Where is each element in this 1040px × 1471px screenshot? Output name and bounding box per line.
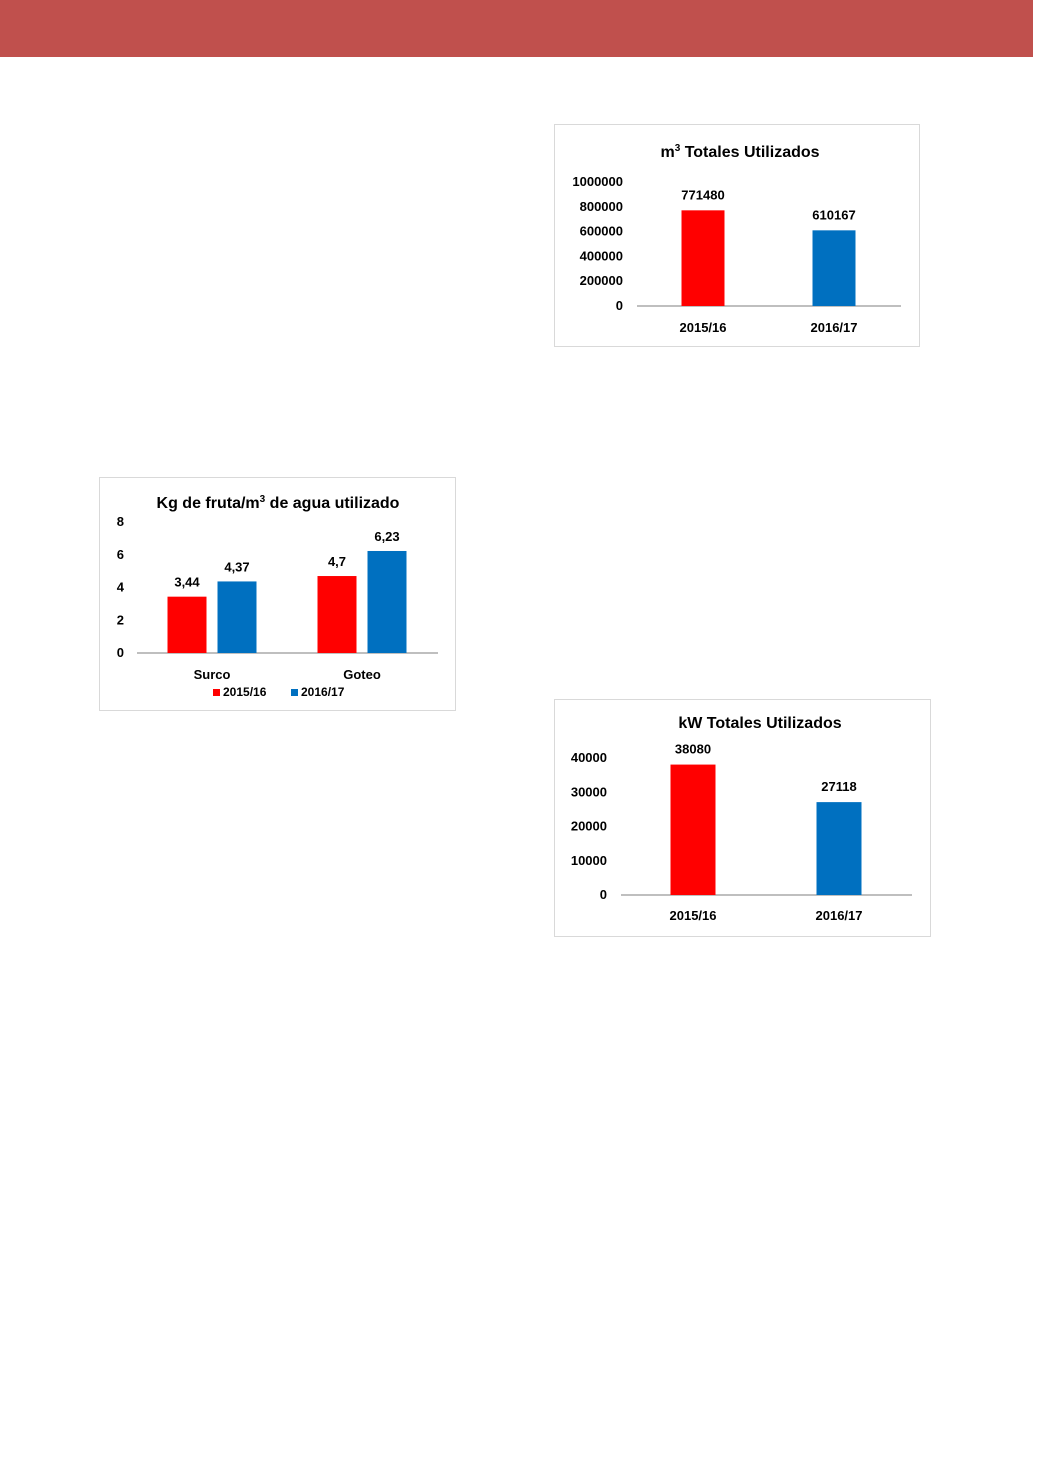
kg-bar <box>167 596 207 653</box>
kg-y-tick: 6 <box>117 547 124 562</box>
m3-chart-svg: m3 Totales Utilizados 0 200000 400000 60000… <box>572 143 901 335</box>
kg-category-label: Surco <box>194 667 231 682</box>
m3-chart-title: m3 Totales Utilizados <box>660 143 819 161</box>
kg-data-label: 6,23 <box>374 529 399 544</box>
kw-bar <box>670 764 716 895</box>
kw-chart: kW Totales Utilizados 0 10000 20000 30000 40… <box>554 699 931 937</box>
m3-y-tick: 400000 <box>580 248 623 263</box>
m3-y-tick: 1000000 <box>572 174 623 189</box>
kg-y-tick: 4 <box>117 580 125 595</box>
kg-data-label: 4,37 <box>224 559 249 574</box>
kg-chart-svg: Kg de fruta/m3 de agua utilizado 0 2 4 6 8 3… <box>117 494 438 699</box>
kw-category-label: 2016/17 <box>816 908 863 923</box>
m3-y-tick: 0 <box>616 298 623 313</box>
kg-data-label: 4,7 <box>328 554 346 569</box>
m3-y-tick: 200000 <box>580 273 623 288</box>
m3-bar <box>812 230 856 306</box>
kg-y-tick: 0 <box>117 645 124 660</box>
m3-data-label: 771480 <box>681 187 724 202</box>
kg-chart: Kg de fruta/m3 de agua utilizado 0 2 4 6 8 3… <box>99 477 456 711</box>
m3-y-tick: 800000 <box>580 199 623 214</box>
m3-bar <box>681 210 725 306</box>
kw-y-tick: 40000 <box>571 750 607 765</box>
kw-bar <box>816 802 862 895</box>
kw-y-tick: 30000 <box>571 784 607 799</box>
kw-y-tick: 0 <box>600 887 607 902</box>
kw-category-label: 2015/16 <box>670 908 717 923</box>
header-bar <box>0 0 1033 57</box>
kw-y-tick: 20000 <box>571 819 607 834</box>
kg-chart-title: Kg de fruta/m3 de agua utilizado <box>157 494 400 512</box>
m3-chart: m3 Totales Utilizados 0 200000 400000 60000… <box>554 124 920 347</box>
kg-legend-label: 2015/16 <box>223 685 267 699</box>
kg-category-label: Goteo <box>343 667 381 682</box>
kg-data-label: 3,44 <box>174 575 200 590</box>
kg-bar <box>367 550 407 653</box>
m3-data-label: 610167 <box>812 207 855 222</box>
m3-category-label: 2015/16 <box>680 320 727 335</box>
kw-y-tick: 10000 <box>571 853 607 868</box>
kg-bar <box>217 581 257 653</box>
kw-data-label: 27118 <box>821 779 856 794</box>
kg-legend-swatch <box>291 689 298 696</box>
kg-y-tick: 8 <box>117 514 124 529</box>
kw-data-label: 38080 <box>675 742 711 757</box>
kg-legend-swatch <box>213 689 220 696</box>
m3-y-tick: 600000 <box>580 224 623 239</box>
kg-legend-label: 2016/17 <box>301 685 345 699</box>
kw-chart-title: kW Totales Utilizados <box>678 715 841 732</box>
kg-bar <box>317 576 357 653</box>
kw-chart-svg: kW Totales Utilizados 0 10000 20000 30000 40… <box>571 715 912 923</box>
m3-category-label: 2016/17 <box>811 320 858 335</box>
kg-y-tick: 2 <box>117 612 124 627</box>
